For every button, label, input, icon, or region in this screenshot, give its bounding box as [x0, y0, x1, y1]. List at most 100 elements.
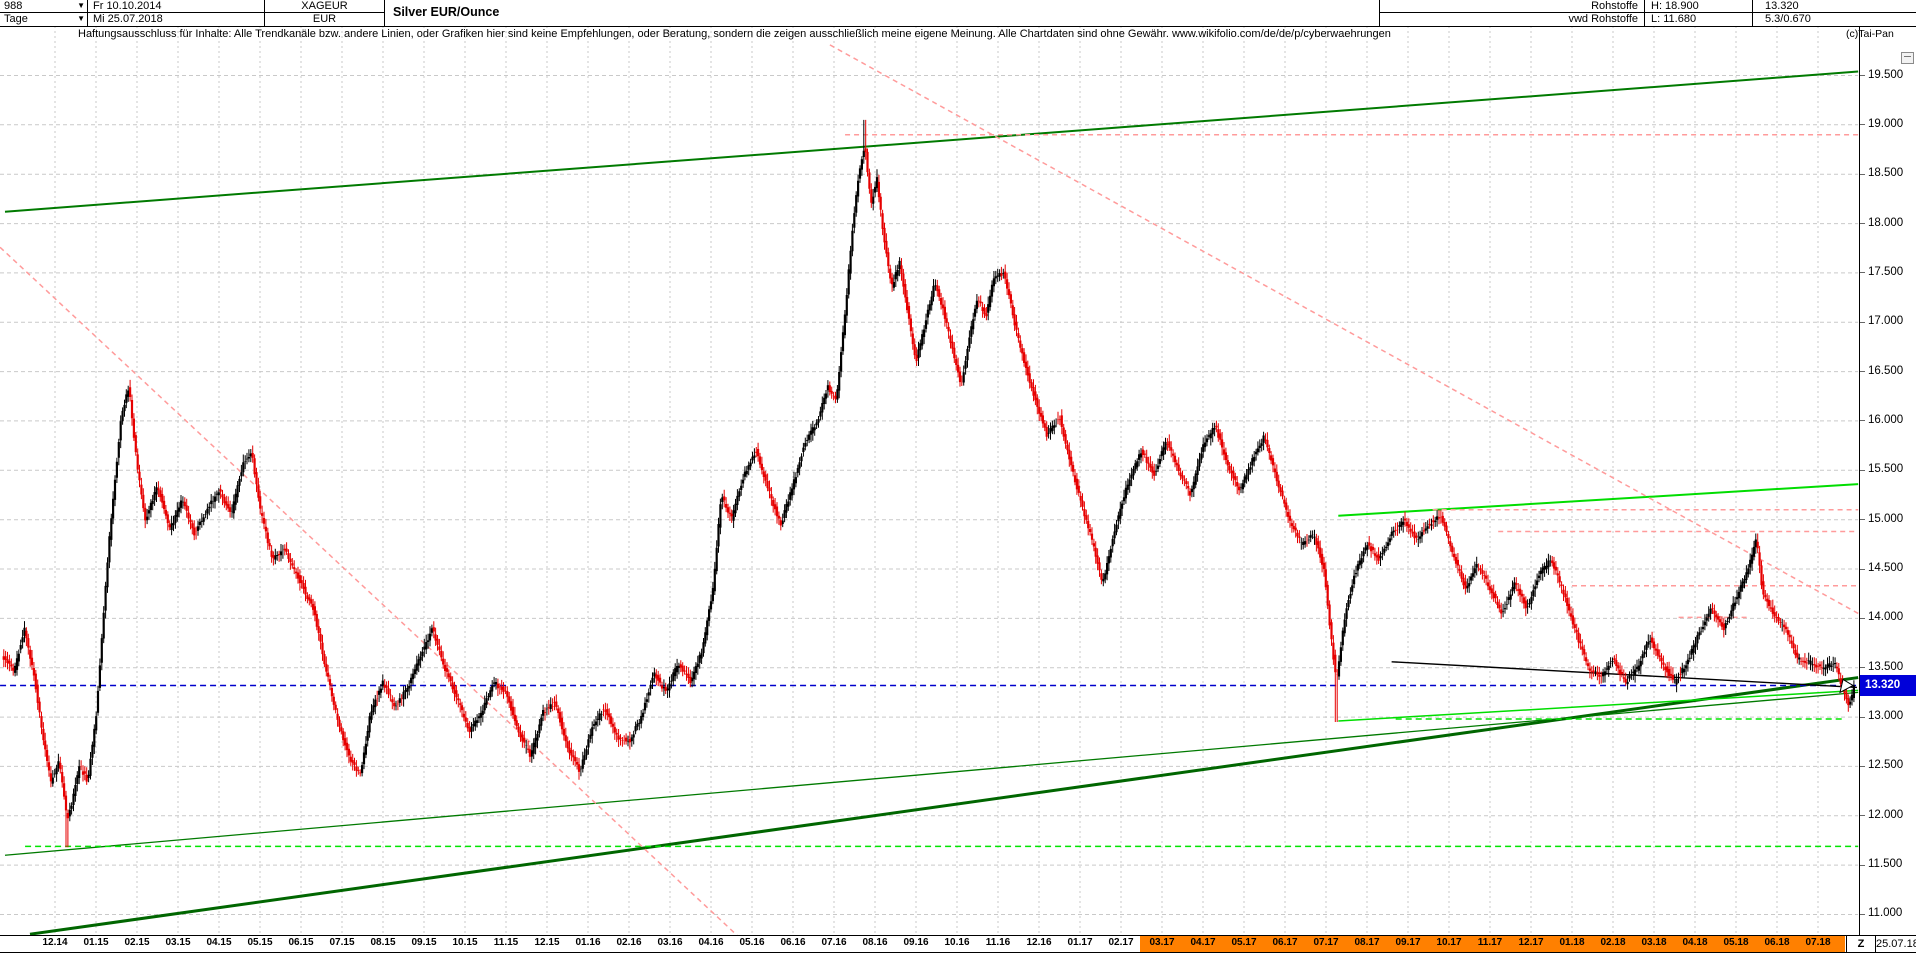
price-axis-tick — [1860, 420, 1865, 422]
price-axis-label: 12.500 — [1868, 759, 1904, 772]
time-axis-label: 07.17 — [1313, 937, 1339, 948]
time-axis-label: 02.15 — [124, 937, 150, 948]
price-axis-label: 17.500 — [1868, 265, 1904, 278]
time-axis-label: 11.17 — [1477, 937, 1503, 948]
time-axis-label: 10.17 — [1436, 937, 1462, 948]
copyright-label: (c)Tai-Pan — [1846, 28, 1894, 40]
time-axis-label: 12.16 — [1026, 937, 1052, 948]
bars-count-select[interactable]: 988 ▼ — [0, 0, 88, 13]
time-axis-label: 04.18 — [1682, 937, 1708, 948]
time-axis-label: 03.17 — [1149, 937, 1175, 948]
time-axis-label: 03.18 — [1641, 937, 1667, 948]
time-axis-label: 03.15 — [165, 937, 191, 948]
price-axis-label: 19.500 — [1868, 68, 1904, 81]
time-axis-label: 01.15 — [83, 937, 109, 948]
time-axis-label: 11.15 — [493, 937, 519, 948]
time-axis-label: 06.17 — [1272, 937, 1298, 948]
last-price-header: 13.320 — [1753, 0, 1916, 13]
interval-dropdown-arrow[interactable]: ▼ — [77, 14, 85, 23]
corner-date-cell: 25.07.18 — [1875, 936, 1916, 952]
time-axis-label: 01.16 — [575, 937, 601, 948]
period-high: H: 18.900 — [1645, 0, 1753, 13]
time-axis-label: 09.16 — [903, 937, 929, 948]
range-volatility: 5.3/0.670 — [1753, 13, 1916, 26]
time-axis[interactable]: 12.14 01.15 02.15 03.15 04.15 05.15 06.15 07.15… — [0, 935, 1916, 953]
price-axis-label: 18.500 — [1868, 167, 1904, 180]
price-axis[interactable]: 19.500 19.000 18.500 18.000 17.500 17.000 16.5… — [1859, 26, 1916, 935]
price-axis-label: 15.000 — [1868, 512, 1904, 525]
time-axis-label: 09.17 — [1395, 937, 1421, 948]
time-axis-label: 09.15 — [411, 937, 437, 948]
time-axis-label: 10.15 — [452, 937, 478, 948]
price-axis-tick — [1860, 765, 1865, 767]
price-axis-tick — [1860, 667, 1865, 669]
price-axis-label: 13.500 — [1868, 660, 1904, 673]
time-axis-label: 12.15 — [534, 937, 560, 948]
time-axis-label: 06.15 — [288, 937, 314, 948]
price-axis-label: 15.500 — [1868, 463, 1904, 476]
price-axis-tick — [1860, 815, 1865, 817]
price-axis-tick — [1860, 716, 1865, 718]
price-axis-tick — [1860, 124, 1865, 126]
time-axis-label: 05.15 — [247, 937, 273, 948]
time-axis-label: 01.18 — [1559, 937, 1585, 948]
price-axis-tick — [1860, 617, 1865, 619]
price-axis-label: 16.000 — [1868, 413, 1904, 426]
price-axis-tick — [1860, 321, 1865, 323]
time-axis-label: 10.16 — [944, 937, 970, 948]
price-axis-label: 14.000 — [1868, 611, 1904, 624]
page-title: Silver EUR/Ounce — [385, 0, 1380, 26]
last-price-marker: 13.320 — [1860, 675, 1916, 697]
price-axis-label: 18.000 — [1868, 216, 1904, 229]
price-axis-label: 17.000 — [1868, 315, 1904, 328]
time-axis-label: 11.16 — [985, 937, 1011, 948]
time-axis-label: 04.15 — [206, 937, 232, 948]
minimize-icon[interactable] — [1901, 52, 1914, 64]
time-axis-label: 05.16 — [739, 937, 765, 948]
time-axis-label: 01.17 — [1067, 937, 1093, 948]
time-axis-label: 05.18 — [1723, 937, 1749, 948]
price-chart[interactable] — [0, 26, 1859, 935]
price-axis-tick — [1860, 272, 1865, 274]
date-start: Fr 10.10.2014 — [88, 0, 265, 13]
interval-value: Tage — [4, 13, 28, 25]
time-axis-label: 02.18 — [1600, 937, 1626, 948]
period-low: L: 11.680 — [1645, 13, 1753, 26]
price-axis-tick — [1860, 75, 1865, 76]
interval-select[interactable]: Tage ▼ — [0, 13, 88, 26]
price-axis-label: 13.000 — [1868, 710, 1904, 723]
data-source: Rohstoffe — [1380, 0, 1645, 13]
time-axis-label: 08.16 — [862, 937, 888, 948]
price-axis-label: 19.000 — [1868, 117, 1904, 130]
last-price-arrow-icon — [1839, 678, 1855, 694]
disclaimer-text: Haftungsausschluss für Inhalte: Alle Tre… — [78, 28, 1391, 40]
price-axis-label: 11.000 — [1868, 907, 1903, 920]
time-axis-label: 04.17 — [1190, 937, 1216, 948]
time-axis-label: 08.15 — [370, 937, 396, 948]
price-axis-label: 16.500 — [1868, 364, 1904, 377]
time-axis-label: 04.16 — [698, 937, 724, 948]
price-axis-label: 11.500 — [1868, 858, 1903, 871]
time-axis-label: 06.18 — [1764, 937, 1790, 948]
time-axis-label: 02.17 — [1108, 937, 1134, 948]
currency-code: EUR — [265, 13, 385, 26]
time-axis-label: 02.16 — [616, 937, 642, 948]
time-axis-label: 08.17 — [1354, 937, 1380, 948]
symbol-code: XAGEUR — [265, 0, 385, 13]
price-axis-tick — [1860, 568, 1865, 570]
price-axis-tick — [1860, 864, 1865, 866]
time-axis-label: 05.17 — [1231, 937, 1257, 948]
price-axis-label: 12.000 — [1868, 808, 1904, 821]
price-axis-tick — [1860, 519, 1865, 521]
chart-header: 988 ▼ Tage ▼ Fr 10.10.2014 Mi 25.07.2018… — [0, 0, 1916, 27]
price-axis-tick — [1860, 913, 1865, 915]
price-axis-tick — [1860, 469, 1865, 471]
time-axis-label: 06.16 — [780, 937, 806, 948]
bars-count-value: 988 — [4, 0, 23, 12]
data-source-feed: vwd Rohstoffe — [1380, 13, 1645, 26]
date-end: Mi 25.07.2018 — [88, 13, 265, 26]
price-axis-tick — [1860, 223, 1865, 225]
time-axis-label: 03.16 — [657, 937, 683, 948]
bars-count-dropdown-arrow[interactable]: ▼ — [77, 1, 85, 10]
